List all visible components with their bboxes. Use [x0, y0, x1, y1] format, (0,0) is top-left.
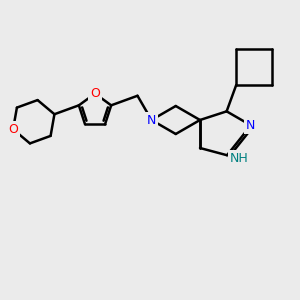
Text: O: O: [90, 87, 100, 100]
Text: NH: NH: [230, 152, 249, 165]
Text: N: N: [246, 119, 256, 132]
Text: O: O: [8, 123, 18, 136]
Text: N: N: [147, 113, 156, 127]
